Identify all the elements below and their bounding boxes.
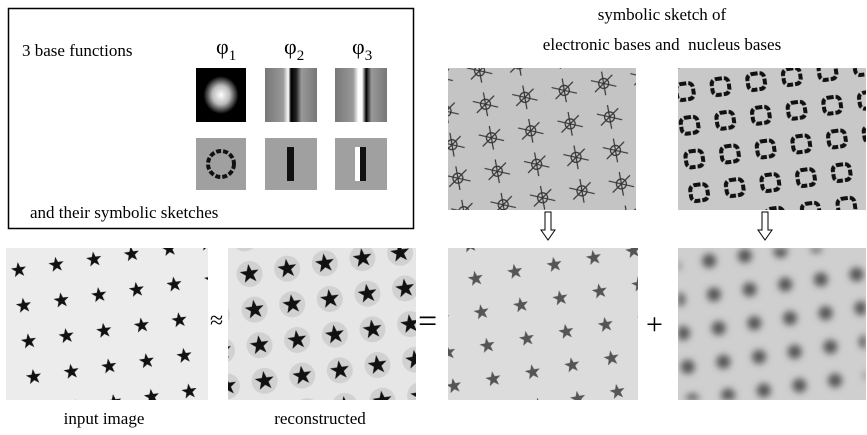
sketch-bar-line xyxy=(287,147,294,181)
sketch-title-1: symbolic sketch of xyxy=(598,5,727,24)
input-caption: input image xyxy=(64,409,145,428)
sketch-blob xyxy=(196,138,246,190)
basis-bar xyxy=(265,68,317,122)
basis-blob xyxy=(196,68,246,122)
phi-subscript: 1 xyxy=(229,48,237,64)
panel-label: 3 base functions xyxy=(22,41,132,60)
recon-caption: reconstructed xyxy=(274,409,366,428)
reconstructed-image xyxy=(228,248,416,400)
electronic-result xyxy=(448,248,638,400)
phi-subscript: 2 xyxy=(297,48,305,64)
panel-caption: and their symbolic sketches xyxy=(30,203,218,222)
figure: 3 base functions φ1φ2φ3 and their symbol… xyxy=(0,0,867,435)
body: 3 base functions φ1φ2φ3 and their symbol… xyxy=(0,0,867,435)
sketch-edge-white xyxy=(355,147,360,181)
phi-symbol: φ xyxy=(216,34,229,59)
sketch-title-2: electronic bases and nucleus bases xyxy=(543,35,781,54)
phi-symbol: φ xyxy=(284,34,297,59)
nucleus-result-group xyxy=(678,248,866,400)
nucleus-result xyxy=(678,248,866,400)
plus-sign: + xyxy=(646,308,663,341)
electronic-sketch xyxy=(448,68,636,210)
arrow-nucleus xyxy=(758,212,772,240)
page: Base functions figure {"panel": {"label"… xyxy=(0,0,867,435)
arrow-electronic xyxy=(541,212,555,240)
nucleus-sketch xyxy=(678,68,866,210)
input-image xyxy=(6,248,208,400)
approx-sign: ≈ xyxy=(210,308,223,334)
phi-symbol: φ xyxy=(352,34,365,59)
equals-sign: = xyxy=(418,303,437,340)
phi-subscript: 3 xyxy=(365,48,373,64)
sketch-edge-black xyxy=(360,147,366,181)
basis-edge xyxy=(335,68,387,122)
